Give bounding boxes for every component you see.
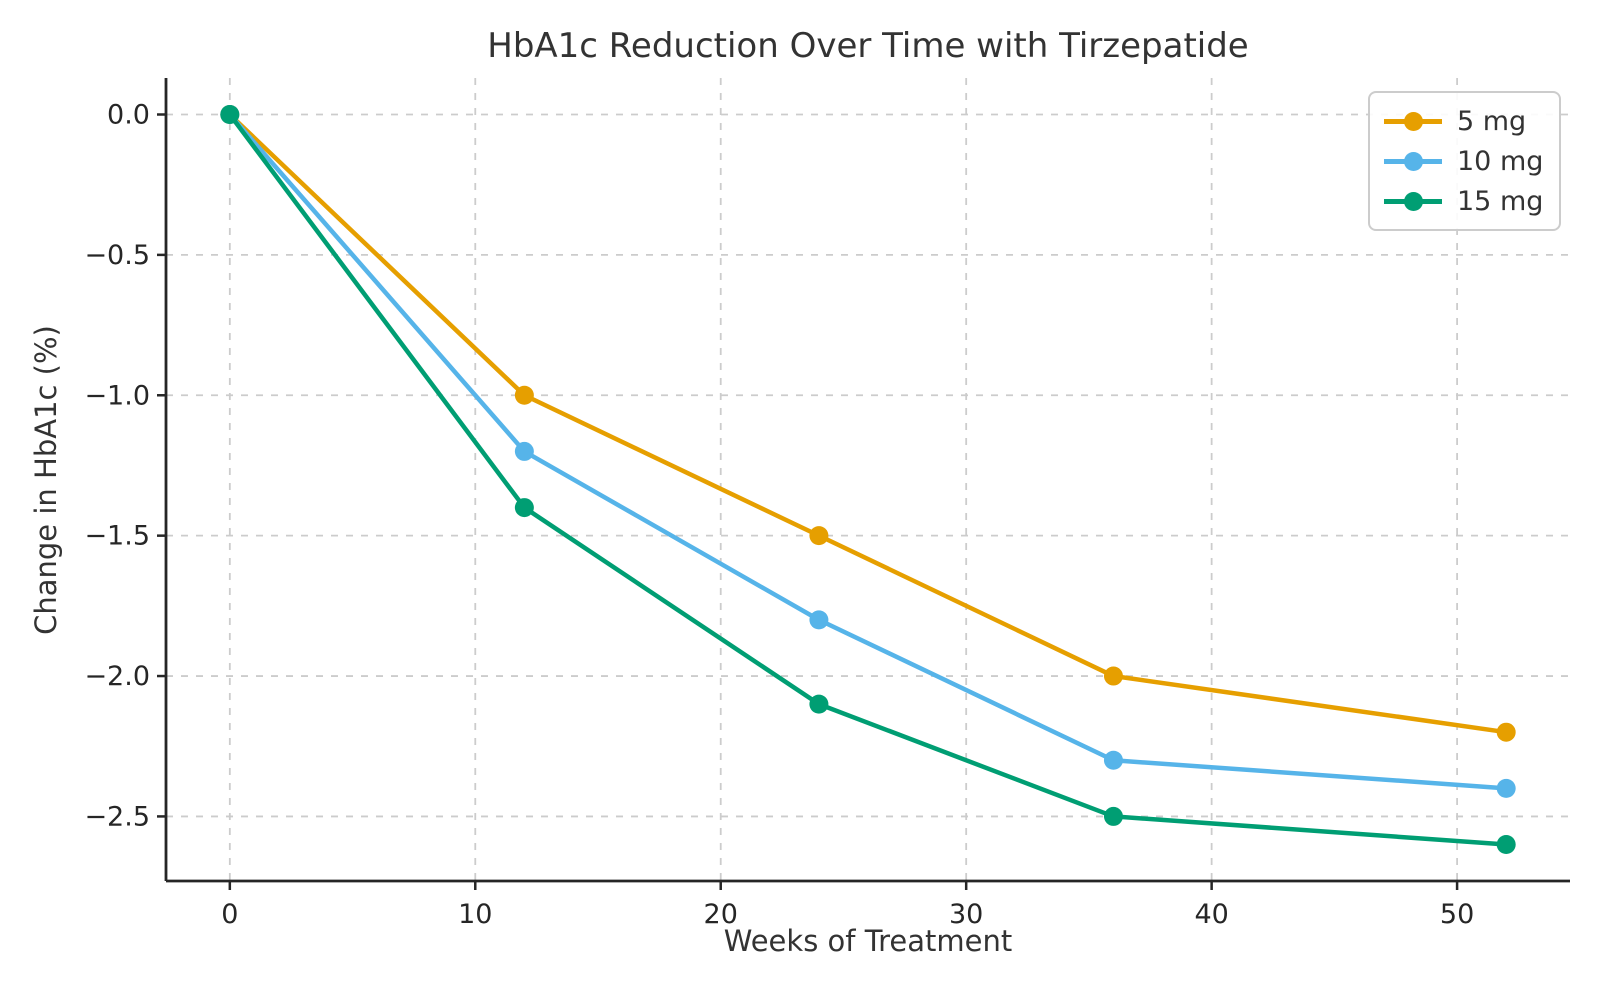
legend: 5 mg 10 mg 15 mg bbox=[1368, 91, 1562, 231]
circle-marker-icon bbox=[1403, 191, 1423, 211]
data-point-marker bbox=[514, 498, 534, 518]
x-tick-label: 50 bbox=[1440, 899, 1474, 930]
x-tick-label: 30 bbox=[949, 899, 983, 930]
legend-label: 5 mg bbox=[1457, 105, 1527, 137]
legend-label: 10 mg bbox=[1457, 145, 1544, 177]
data-point-marker bbox=[220, 105, 240, 124]
data-point-marker bbox=[1103, 750, 1123, 770]
chart-title: HbA1c Reduction Over Time with Tirzepati… bbox=[487, 26, 1249, 66]
y-tick-label: 0.0 bbox=[107, 100, 150, 131]
y-tick-label: −1.5 bbox=[84, 521, 150, 552]
legend-item-5mg: 5 mg bbox=[1384, 101, 1543, 141]
data-point-marker bbox=[1496, 722, 1516, 742]
series-layer bbox=[220, 105, 1516, 854]
y-tick-label: −2.0 bbox=[84, 661, 150, 692]
series-line-15mg bbox=[227, 112, 1509, 847]
data-point-marker bbox=[1103, 806, 1123, 826]
x-tick-label: 40 bbox=[1194, 899, 1228, 930]
data-point-marker bbox=[809, 610, 829, 630]
y-tick-label: −2.5 bbox=[84, 801, 150, 832]
series-line-10mg bbox=[227, 112, 1509, 791]
legend-item-10mg: 10 mg bbox=[1384, 141, 1543, 181]
data-point-marker bbox=[809, 694, 829, 714]
circle-marker-icon bbox=[1403, 151, 1423, 171]
data-point-marker bbox=[514, 441, 534, 461]
circle-marker-icon bbox=[1403, 111, 1423, 131]
x-tick-label: 20 bbox=[704, 899, 738, 930]
x-tick-label: 10 bbox=[458, 899, 492, 930]
legend-swatch bbox=[1384, 151, 1442, 171]
legend-item-15mg: 15 mg bbox=[1384, 181, 1543, 221]
data-point-marker bbox=[1496, 778, 1516, 798]
legend-swatch bbox=[1384, 191, 1442, 211]
data-point-marker bbox=[1496, 835, 1516, 854]
data-point-marker bbox=[1103, 666, 1123, 686]
y-tick-label: −0.5 bbox=[84, 240, 150, 271]
x-axis-label: Weeks of Treatment bbox=[723, 924, 1013, 958]
series-line-5mg bbox=[227, 112, 1509, 735]
grid-layer: 0 10 20 30 40 50 0.0 −0.5 −1.0 −1.5 −2.0 −2.5 bbox=[84, 78, 1570, 930]
data-point-marker bbox=[809, 526, 829, 546]
x-tick-label: 0 bbox=[221, 899, 238, 930]
data-point-marker bbox=[514, 385, 534, 405]
y-tick-label: −1.0 bbox=[84, 380, 150, 411]
legend-swatch bbox=[1384, 111, 1442, 131]
legend-label: 15 mg bbox=[1457, 185, 1544, 217]
